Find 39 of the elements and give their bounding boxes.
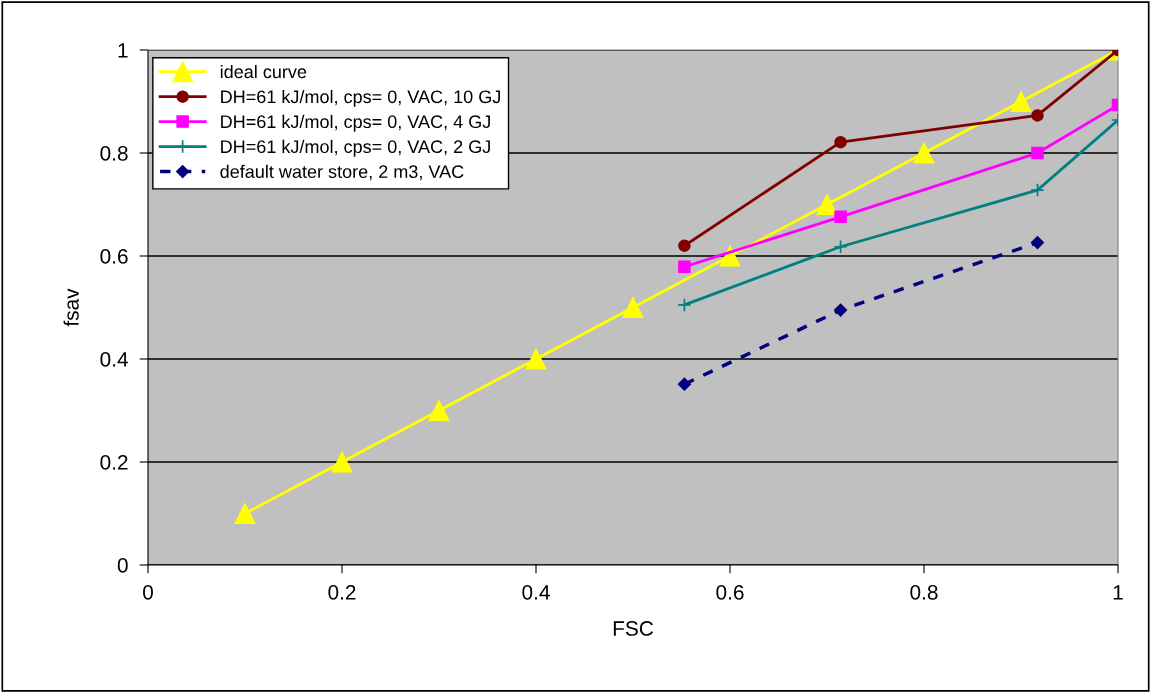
point — [428, 400, 450, 421]
x-tick-label: 0.8 — [910, 584, 938, 600]
legend-label: default water store, 2 m3, VAC — [220, 164, 464, 181]
point — [677, 377, 691, 391]
x-axis-title: FSC — [613, 621, 654, 636]
x-tick-label: 0.4 — [522, 584, 550, 600]
x-tick-label: 1 — [1113, 585, 1123, 600]
point — [1010, 91, 1032, 112]
x-tick-label: 0.2 — [328, 584, 356, 600]
point — [834, 135, 847, 149]
point — [525, 348, 547, 370]
point — [1030, 236, 1045, 250]
point — [913, 142, 935, 164]
legend-label: DH=61 kJ/mol, cps= 0, VAC, 10 GJ — [221, 89, 500, 107]
point — [1031, 146, 1044, 160]
point — [677, 297, 692, 313]
y-tick-label: 0.6 — [100, 249, 128, 264]
y-tick-label: 0.2 — [100, 455, 128, 470]
point — [678, 239, 691, 252]
legend-label: DH=61 kJ/mol, cps= 0, VAC, 2 GJ — [221, 139, 490, 157]
point — [816, 194, 838, 215]
x-tick-label: 0 — [143, 584, 153, 600]
point — [833, 303, 848, 317]
point — [833, 239, 848, 254]
legend-label: DH=61 kJ/mol, cps= 0, VAC, 4 GJ — [221, 114, 490, 132]
y-tick-label: 0.4 — [100, 352, 128, 367]
point — [834, 210, 847, 224]
point — [1030, 182, 1045, 198]
y-tick-label: 0.8 — [100, 146, 128, 161]
y-tick-label: 1 — [118, 43, 128, 58]
point — [622, 297, 644, 318]
y-tick-label: 0 — [117, 558, 128, 573]
x-tick-label: 0.6 — [716, 584, 744, 600]
point — [331, 451, 353, 473]
point — [234, 503, 256, 524]
point — [1031, 109, 1044, 122]
y-axis-title: fsav — [63, 288, 79, 327]
legend-label: ideal curve — [220, 64, 307, 79]
point — [678, 260, 691, 274]
